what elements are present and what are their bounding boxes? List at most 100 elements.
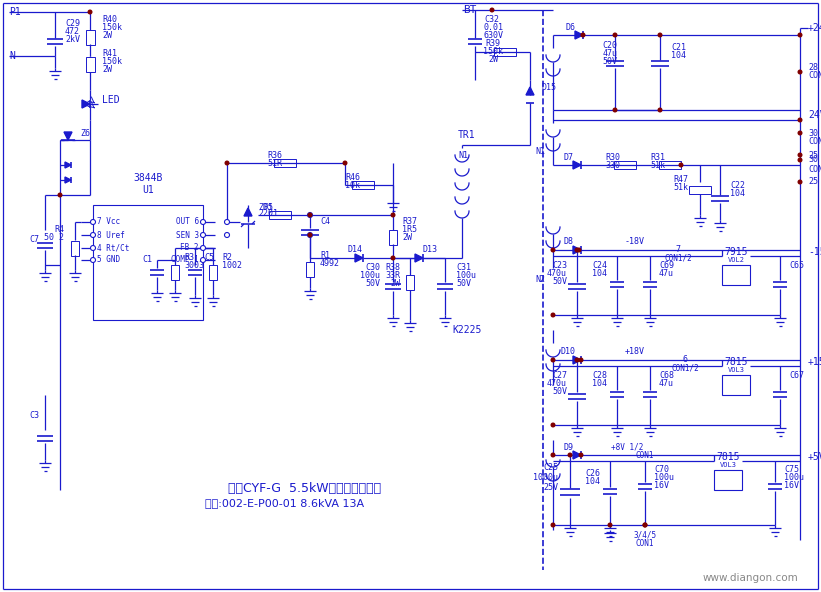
Circle shape: [58, 193, 62, 197]
Text: C5: C5: [204, 253, 214, 262]
Polygon shape: [65, 162, 71, 168]
Text: 104: 104: [585, 477, 600, 485]
Circle shape: [658, 108, 662, 112]
Text: 2W: 2W: [390, 279, 400, 288]
Text: 8 Uref: 8 Uref: [97, 230, 125, 240]
Text: Z6: Z6: [80, 128, 90, 137]
Text: R31: R31: [650, 153, 666, 162]
Circle shape: [90, 220, 95, 224]
Text: +8V 1/2: +8V 1/2: [611, 442, 643, 452]
Text: C25: C25: [543, 464, 558, 472]
Text: COMP 1: COMP 1: [172, 256, 199, 265]
Text: D7: D7: [563, 153, 573, 162]
Polygon shape: [64, 132, 72, 140]
Text: 47u: 47u: [659, 269, 674, 278]
Circle shape: [551, 453, 555, 457]
Text: C68: C68: [659, 371, 674, 379]
Circle shape: [490, 8, 493, 12]
Text: 7815: 7815: [724, 357, 748, 367]
Text: +5V: +5V: [808, 452, 821, 462]
Text: 2W: 2W: [402, 233, 412, 243]
Polygon shape: [82, 100, 90, 108]
Text: 7: 7: [676, 246, 681, 255]
Text: R5: R5: [263, 202, 273, 211]
Text: VOL3: VOL3: [727, 367, 745, 373]
Text: CON1: CON1: [808, 166, 821, 175]
Text: U1: U1: [142, 185, 154, 195]
Circle shape: [200, 246, 205, 250]
Bar: [494, 48, 516, 56]
Text: 7915: 7915: [724, 247, 748, 257]
Text: 50V: 50V: [552, 387, 567, 395]
Text: N1: N1: [535, 147, 545, 156]
Text: R47: R47: [673, 175, 688, 185]
Circle shape: [581, 33, 585, 37]
Circle shape: [798, 131, 802, 135]
Circle shape: [576, 248, 579, 252]
Text: C31: C31: [456, 263, 471, 272]
Text: BT: BT: [463, 5, 476, 15]
Text: LED: LED: [102, 95, 120, 105]
Text: N2: N2: [535, 275, 545, 285]
Bar: [352, 181, 374, 189]
Text: 7 Vcc: 7 Vcc: [97, 217, 120, 227]
Text: 25: 25: [808, 150, 818, 159]
Text: C22: C22: [730, 181, 745, 189]
Circle shape: [643, 523, 647, 527]
Circle shape: [643, 523, 647, 527]
Text: 28: 28: [808, 63, 818, 72]
Circle shape: [90, 258, 95, 262]
Circle shape: [798, 153, 802, 157]
Bar: [306, 262, 314, 276]
Text: CON1: CON1: [635, 539, 654, 548]
Bar: [71, 240, 79, 256]
Text: D10: D10: [561, 348, 576, 356]
Text: P1: P1: [9, 7, 21, 17]
Text: 1002: 1002: [222, 262, 242, 271]
Polygon shape: [65, 177, 71, 183]
Text: 104: 104: [592, 378, 607, 388]
Text: C28: C28: [592, 371, 607, 379]
Text: 30: 30: [808, 156, 818, 165]
Text: C7: C7: [29, 236, 39, 244]
Bar: [722, 375, 750, 395]
Bar: [85, 56, 94, 72]
Polygon shape: [526, 87, 534, 95]
Bar: [389, 230, 397, 244]
Text: D14: D14: [347, 244, 363, 253]
Bar: [274, 159, 296, 167]
Text: C29: C29: [65, 20, 80, 28]
Text: C24: C24: [592, 260, 607, 269]
Text: 47u: 47u: [659, 378, 674, 388]
Text: -18V: -18V: [625, 237, 645, 246]
Text: 50V: 50V: [603, 57, 617, 66]
Text: 51k: 51k: [650, 160, 666, 169]
Circle shape: [798, 158, 802, 162]
Text: C65: C65: [789, 260, 804, 269]
Circle shape: [551, 313, 555, 317]
Bar: [171, 265, 179, 279]
Text: C1: C1: [142, 256, 152, 265]
Text: D13: D13: [423, 244, 438, 253]
Text: 470u: 470u: [547, 269, 567, 278]
Text: C21: C21: [671, 43, 686, 53]
Text: C3: C3: [29, 410, 39, 420]
Bar: [85, 30, 94, 44]
Text: 1000u: 1000u: [533, 474, 558, 482]
Text: 100u: 100u: [360, 272, 380, 281]
Text: D8: D8: [563, 237, 573, 246]
Text: D15: D15: [541, 83, 556, 92]
Circle shape: [577, 248, 580, 252]
Circle shape: [608, 523, 612, 527]
Text: 3/4/5: 3/4/5: [634, 530, 657, 539]
Text: 版号:002-E-P00-01 8.6kVA 13A: 版号:002-E-P00-01 8.6kVA 13A: [205, 498, 365, 508]
Polygon shape: [244, 208, 252, 216]
Text: N: N: [9, 51, 15, 61]
Text: R2: R2: [222, 253, 232, 262]
Text: CON1/2: CON1/2: [671, 363, 699, 372]
Bar: [269, 211, 291, 219]
Text: 630V: 630V: [484, 31, 504, 40]
Text: VOL3: VOL3: [719, 462, 736, 468]
Bar: [659, 161, 681, 169]
Text: 100u: 100u: [784, 472, 804, 481]
